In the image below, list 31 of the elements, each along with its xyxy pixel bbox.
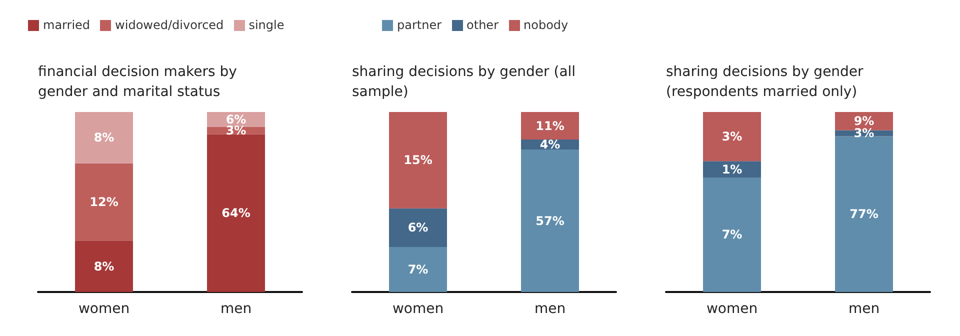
legend-label: widowed/divorced xyxy=(115,18,224,32)
data-label: 77% xyxy=(850,207,878,222)
data-label: 15% xyxy=(404,153,432,168)
data-label: 11% xyxy=(536,118,564,133)
x-tick-label: women xyxy=(392,301,444,317)
data-label: 6% xyxy=(408,220,428,235)
chart-title: financial decision makers by gender and marital status xyxy=(38,63,238,102)
data-label: 8% xyxy=(94,259,114,274)
legend-label: married xyxy=(43,18,90,32)
data-label: 1% xyxy=(722,162,742,176)
x-tick-label: men xyxy=(534,301,566,317)
data-label: 57% xyxy=(536,214,564,228)
x-tick-label: men xyxy=(848,301,880,317)
chart-title: sharing decisions by gender (all sample) xyxy=(352,63,577,102)
legend-label: partner xyxy=(397,18,442,32)
data-label: 3% xyxy=(854,126,874,140)
legend-label: other xyxy=(466,18,498,32)
x-tick-label: women xyxy=(78,301,130,317)
data-label: 64% xyxy=(222,206,250,220)
x-tick-label: women xyxy=(706,301,758,317)
data-label: 8% xyxy=(94,130,114,145)
legend-label: nobody xyxy=(524,18,568,32)
legend-label: single xyxy=(248,18,284,32)
chart-title: sharing decisions by gender (respondents married only) xyxy=(666,63,864,102)
data-label: 4% xyxy=(540,138,560,152)
data-label: 9% xyxy=(854,114,874,128)
data-label: 7% xyxy=(408,262,428,276)
x-tick-label: men xyxy=(220,301,252,317)
data-label: 3% xyxy=(722,130,742,144)
data-label: 7% xyxy=(722,228,742,242)
data-label: 12% xyxy=(90,195,118,209)
